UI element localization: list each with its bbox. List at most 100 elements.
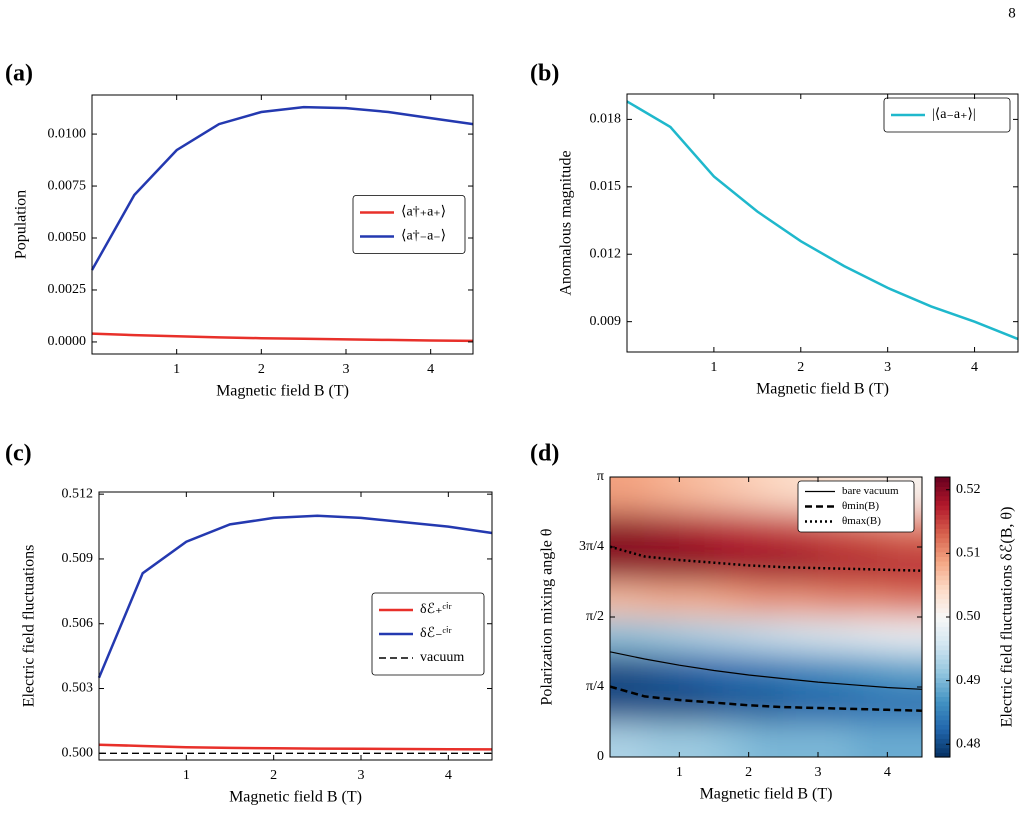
colorbar-step xyxy=(935,715,950,721)
heatmap-cell xyxy=(714,477,750,513)
colorbar-step xyxy=(935,747,950,753)
y-tick-label: 0.512 xyxy=(62,486,94,501)
colorbar-step xyxy=(935,528,950,534)
colorbar-step xyxy=(935,668,950,674)
series-line xyxy=(97,514,493,679)
heatmap-cell xyxy=(852,617,888,653)
legend-label: θmax(B) xyxy=(842,515,881,527)
heatmap-cell xyxy=(714,582,750,618)
x-tick-label: 4 xyxy=(445,768,452,783)
x-tick-label: 2 xyxy=(797,360,804,375)
y-tick-label: 0 xyxy=(597,749,604,764)
colorbar-step xyxy=(935,733,950,739)
colorbar-step xyxy=(935,556,950,562)
heatmap-cell xyxy=(783,582,819,618)
x-axis-label: Magnetic field B (T) xyxy=(229,789,362,806)
colorbar-step xyxy=(935,584,950,590)
heatmap-cell xyxy=(748,651,784,688)
heatmap-cell xyxy=(714,617,750,653)
heatmap-cell xyxy=(679,687,715,723)
x-tick-label: 2 xyxy=(270,768,277,783)
colorbar-tick-label: 0.48 xyxy=(956,736,981,751)
series-line xyxy=(609,685,923,712)
colorbar-step xyxy=(935,533,950,539)
colorbar-step xyxy=(935,593,950,599)
colorbar-step xyxy=(935,710,950,716)
y-tick-label: 0.509 xyxy=(62,551,94,566)
colorbar-label: Electric field fluctuations δℰ(B, θ) xyxy=(999,507,1016,728)
colorbar-step xyxy=(935,603,950,609)
colorbar-step xyxy=(935,645,950,651)
colorbar-step xyxy=(935,719,950,725)
colorbar-step xyxy=(935,724,950,730)
heatmap-cell xyxy=(852,651,888,688)
heatmap-cell xyxy=(818,651,854,688)
x-tick-label: 2 xyxy=(745,765,752,780)
series-line xyxy=(91,332,474,343)
colorbar-step xyxy=(935,491,950,497)
x-axis-label: Magnetic field B (T) xyxy=(700,786,833,803)
y-tick-label: 0.503 xyxy=(62,681,94,696)
y-axis-label: Anomalous magnitude xyxy=(558,150,575,295)
y-tick-label: 0.500 xyxy=(62,746,94,761)
legend-label: vacuum xyxy=(420,650,464,665)
y-tick-label: 3π/4 xyxy=(579,539,604,554)
series-line xyxy=(609,545,923,572)
colorbar-step xyxy=(935,729,950,735)
colorbar-step xyxy=(935,673,950,679)
legend-label: θmin(B) xyxy=(842,500,879,512)
colorbar-step xyxy=(935,663,950,669)
x-tick-label: 4 xyxy=(971,360,978,375)
heatmap-cell xyxy=(818,617,854,653)
heatmap-cell xyxy=(644,477,680,513)
legend-label: ⟨a†₋a₋⟩ xyxy=(401,229,446,244)
heatmap-cell xyxy=(644,651,680,688)
heatmap-cell xyxy=(679,722,715,757)
heatmap-cell xyxy=(644,722,680,757)
colorbar-step xyxy=(935,621,950,627)
heatmap-cell xyxy=(679,511,715,548)
heatmap-cell xyxy=(610,617,646,653)
plot-frame xyxy=(91,94,474,355)
colorbar-step xyxy=(935,654,950,660)
x-tick-label: 2 xyxy=(258,362,265,377)
series-line xyxy=(90,105,474,271)
y-axis-label: Electric field fluctuations xyxy=(21,545,38,708)
y-tick-label: π/2 xyxy=(586,609,604,624)
heatmap-cell xyxy=(852,687,888,723)
colorbar-step xyxy=(935,500,950,506)
legend-label: |⟨a₋a₊⟩| xyxy=(932,107,976,122)
heatmap-cell xyxy=(748,617,784,653)
colorbar-step xyxy=(935,738,950,744)
heatmap-cell xyxy=(610,511,646,548)
heatmap-cell xyxy=(644,687,680,723)
colorbar-step xyxy=(935,561,950,567)
heatmap-cell xyxy=(610,582,646,618)
heatmap-cell xyxy=(783,722,819,757)
colorbar-step xyxy=(935,682,950,688)
colorbar-step xyxy=(935,537,950,543)
x-axis-label: Magnetic field B (T) xyxy=(216,383,349,400)
heatmap-cell xyxy=(679,546,715,583)
panel-label: (c) xyxy=(5,441,32,467)
heatmap-cell xyxy=(679,582,715,618)
y-tick-label: 0.0075 xyxy=(48,178,87,193)
heatmap-cell xyxy=(644,582,680,618)
colorbar-step xyxy=(935,691,950,697)
heatmap-cell xyxy=(852,546,888,583)
panel-label: (a) xyxy=(5,61,33,87)
colorbar-step xyxy=(935,752,950,758)
heatmap-cell xyxy=(679,617,715,653)
heatmap-cell xyxy=(610,687,646,723)
x-tick-label: 1 xyxy=(183,768,190,783)
heatmap-cell xyxy=(818,722,854,757)
heatmap-cell xyxy=(748,477,784,513)
legend-box xyxy=(883,97,1011,133)
colorbar-step xyxy=(935,509,950,515)
y-tick-label: 0.506 xyxy=(62,616,94,631)
heatmap-cell xyxy=(610,722,646,757)
colorbar-step xyxy=(935,598,950,604)
heatmap-cell xyxy=(887,722,922,757)
legend-box xyxy=(797,480,915,533)
